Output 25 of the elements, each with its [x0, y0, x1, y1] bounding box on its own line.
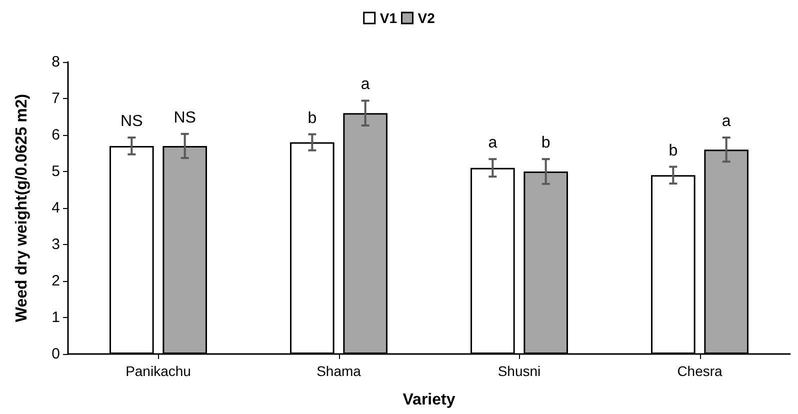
x-tick-label: Chesra	[677, 363, 723, 379]
legend-label: V2	[418, 10, 436, 26]
data-label: a	[488, 134, 498, 152]
y-tick-label: 7	[52, 90, 60, 107]
y-tick-label: 5	[52, 163, 60, 180]
y-tick-label: 2	[52, 272, 60, 290]
y-tick-label: 4	[52, 200, 60, 216]
y-tick-label: 0	[52, 346, 60, 362]
x-tick-label: Shama	[316, 363, 362, 379]
x-tick-label: Shusni	[498, 363, 541, 379]
y-axis-title: Weed dry weight(g/0.0625 m2)	[14, 94, 30, 322]
data-label: b	[668, 142, 678, 160]
y-tick-label: 6	[52, 126, 60, 144]
y-tick-label: 3	[52, 236, 60, 253]
data-label: NS	[174, 109, 196, 126]
y-tick-label: 1	[52, 309, 60, 326]
legend-label: V1	[380, 10, 398, 26]
data-label: b	[541, 134, 550, 152]
data-label: b	[308, 110, 317, 127]
data-label: NS	[120, 113, 143, 130]
x-tick-label: Panikachu	[126, 363, 191, 379]
data-label: a	[360, 76, 370, 94]
y-tick-label: 8	[52, 54, 60, 70]
data-label: a	[722, 113, 731, 130]
x-axis-title: Variety	[402, 392, 456, 408]
